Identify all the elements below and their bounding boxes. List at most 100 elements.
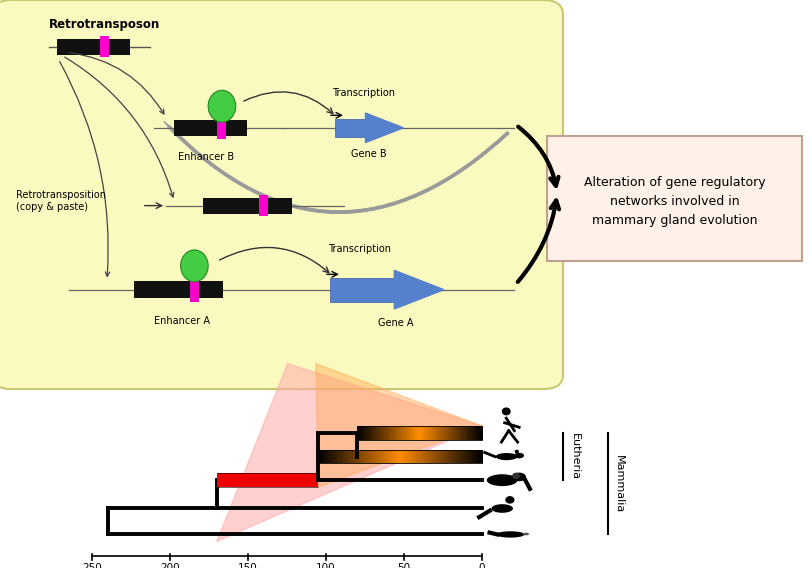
Bar	[471, 426, 473, 440]
Bar	[330, 450, 333, 463]
Bar	[408, 450, 411, 463]
Bar	[458, 450, 460, 463]
Bar	[410, 426, 412, 440]
Ellipse shape	[514, 450, 519, 453]
Bar	[357, 426, 360, 440]
Bar	[465, 426, 467, 440]
Text: Alteration of gene regulatory
networks involved in
mammary gland evolution: Alteration of gene regulatory networks i…	[583, 176, 765, 227]
Bar	[374, 426, 377, 440]
Bar	[477, 426, 480, 440]
Bar	[475, 450, 479, 463]
Text: 250: 250	[82, 563, 102, 568]
Bar	[367, 450, 370, 463]
Bar	[360, 426, 363, 440]
Bar	[362, 426, 364, 440]
Bar	[447, 450, 450, 463]
Bar	[381, 426, 383, 440]
Bar	[440, 426, 442, 440]
Bar	[404, 426, 407, 440]
Bar	[382, 450, 385, 463]
FancyArrowPatch shape	[65, 57, 174, 197]
Bar	[373, 426, 375, 440]
Bar	[400, 450, 403, 463]
Bar	[217, 473, 318, 487]
Bar	[406, 450, 409, 463]
Bar	[174, 120, 247, 136]
Bar	[330, 278, 394, 302]
Bar	[335, 450, 338, 463]
Bar	[403, 426, 405, 440]
FancyArrowPatch shape	[60, 61, 109, 277]
Bar	[443, 450, 446, 463]
Bar	[396, 426, 399, 440]
Bar	[429, 426, 431, 440]
Bar	[450, 426, 451, 440]
Bar	[480, 426, 483, 440]
Bar	[343, 450, 346, 463]
Bar	[407, 426, 409, 440]
FancyBboxPatch shape	[547, 136, 802, 261]
Bar	[459, 450, 463, 463]
Bar	[450, 450, 452, 463]
Bar	[404, 450, 407, 463]
Bar	[416, 426, 419, 440]
Bar	[391, 426, 394, 440]
Bar	[384, 450, 386, 463]
Bar	[376, 426, 378, 440]
Bar	[386, 450, 389, 463]
Polygon shape	[394, 270, 444, 309]
Ellipse shape	[496, 531, 525, 538]
Bar	[379, 426, 382, 440]
Bar	[376, 450, 378, 463]
Polygon shape	[365, 113, 403, 143]
Bar	[134, 281, 223, 298]
Bar	[100, 36, 109, 57]
Bar	[451, 450, 454, 463]
Bar	[398, 426, 400, 440]
Bar	[382, 426, 385, 440]
Bar	[458, 426, 461, 440]
Bar	[424, 450, 428, 463]
Text: Gene B: Gene B	[351, 149, 386, 160]
Bar	[435, 450, 437, 463]
Bar	[415, 450, 417, 463]
Bar	[406, 426, 408, 440]
Bar	[57, 39, 130, 55]
Bar	[420, 450, 424, 463]
Bar	[349, 450, 352, 463]
Bar	[467, 426, 469, 440]
Bar	[423, 450, 425, 463]
Bar	[322, 450, 325, 463]
Bar	[437, 426, 439, 440]
Bar	[394, 450, 397, 463]
Ellipse shape	[522, 533, 529, 536]
Bar	[388, 450, 390, 463]
Bar	[454, 426, 456, 440]
Bar	[433, 450, 436, 463]
Bar	[377, 450, 381, 463]
Bar	[386, 426, 388, 440]
Bar	[432, 426, 434, 440]
Bar	[423, 426, 425, 440]
Bar	[366, 426, 369, 440]
FancyArrowPatch shape	[69, 53, 164, 114]
Bar	[355, 450, 358, 463]
Bar	[392, 450, 394, 463]
Bar	[480, 450, 483, 463]
Bar	[443, 426, 446, 440]
Bar	[411, 450, 413, 463]
Bar	[424, 426, 427, 440]
Ellipse shape	[208, 90, 236, 122]
Bar	[394, 426, 397, 440]
Bar	[431, 450, 433, 463]
Text: Gene A: Gene A	[377, 318, 413, 328]
Bar	[455, 450, 458, 463]
Bar	[364, 426, 366, 440]
Bar	[408, 426, 411, 440]
Polygon shape	[316, 364, 482, 487]
Text: 50: 50	[398, 563, 411, 568]
Bar	[462, 426, 464, 440]
Text: Retrotransposition
(copy & paste): Retrotransposition (copy & paste)	[16, 190, 106, 212]
Bar	[419, 450, 421, 463]
Bar	[446, 450, 448, 463]
